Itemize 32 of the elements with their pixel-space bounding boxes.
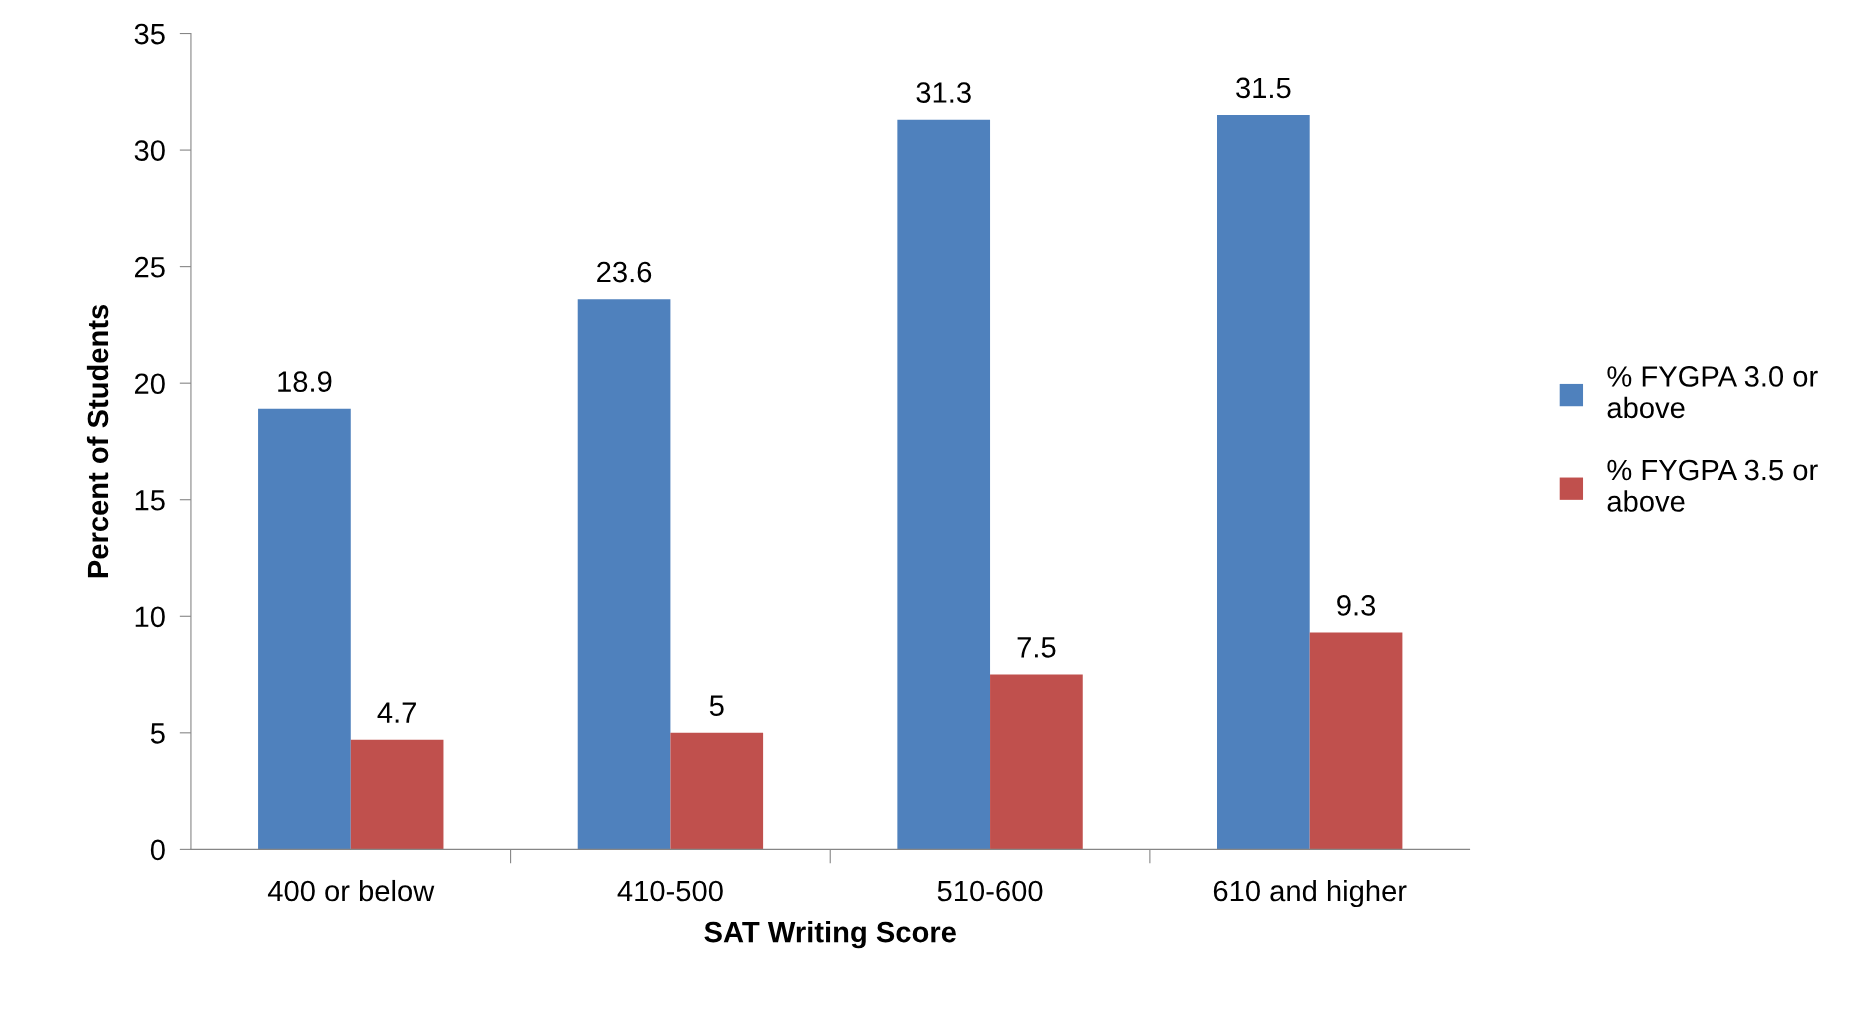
y-tick-label: 0 — [150, 839, 165, 861]
bar — [897, 119, 991, 850]
bar — [577, 299, 671, 850]
y-tick-label: 15 — [135, 490, 165, 511]
data-label: 7.5 — [1017, 637, 1056, 658]
data-label: 18.9 — [278, 371, 332, 392]
data-label: 4.7 — [377, 702, 416, 723]
y-tick-label: 25 — [134, 256, 165, 278]
bar — [990, 674, 1083, 850]
y-tick-label: 35 — [134, 23, 165, 45]
y-tick-label: 10 — [135, 606, 165, 628]
data-label: 31.3 — [916, 82, 971, 103]
x-tick-label: 400 or below — [267, 879, 435, 902]
x-tick-label: 410-500 — [617, 880, 723, 902]
x-axis-title: SAT Writing Score — [704, 921, 956, 949]
y-tick-label: 30 — [134, 140, 165, 161]
y-tick-label: 20 — [134, 373, 165, 395]
bar — [1217, 115, 1310, 850]
data-label: 5 — [709, 695, 724, 716]
y-axis-title: Percent of Students — [86, 304, 109, 578]
x-tick-label: 610 and higher — [1213, 879, 1407, 908]
data-label: 23.6 — [597, 261, 652, 283]
x-tick-label: 510-600 — [937, 880, 1043, 902]
legend-label: % FYGPA 3.0 or above — [1607, 366, 1818, 419]
bar — [670, 732, 764, 850]
legend-label: % FYGPA 3.5 or above — [1607, 459, 1818, 512]
bar — [258, 408, 351, 850]
data-label: 31.5 — [1236, 77, 1291, 99]
bar — [1309, 632, 1403, 850]
data-label: 9.3 — [1337, 595, 1376, 616]
bar — [350, 739, 444, 850]
y-tick-label: 5 — [150, 723, 165, 744]
